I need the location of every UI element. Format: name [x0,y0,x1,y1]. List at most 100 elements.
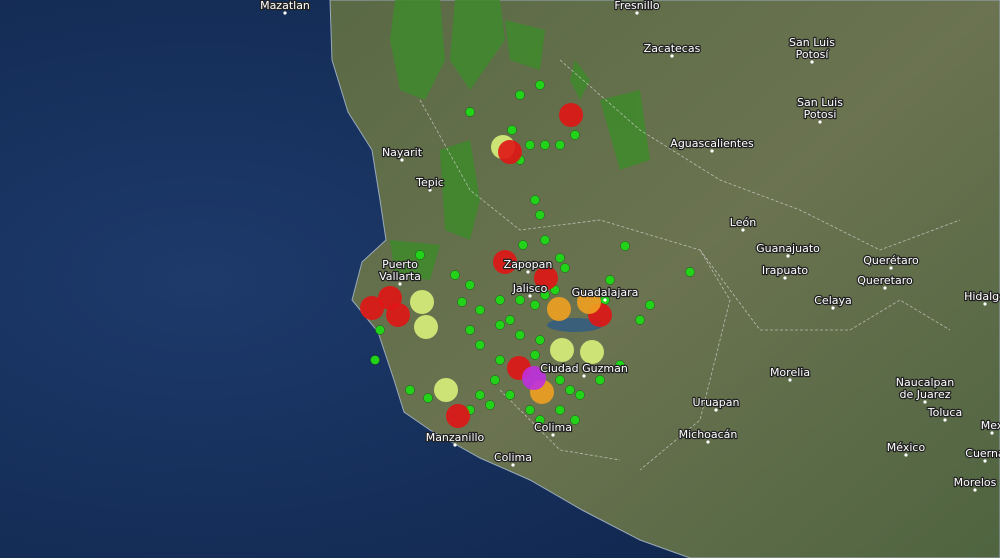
place-label: León [730,216,756,229]
marker-dot [555,405,565,415]
marker-dot [540,235,550,245]
protected-areas [390,0,650,280]
place-label: Colima [494,451,532,464]
place-label: Zapopan [504,258,553,271]
place-label: Zacatecas [644,42,701,55]
place-label: de Juarez [899,388,950,401]
city-dot [511,463,515,467]
marker-dot [465,280,475,290]
place-label: Irapuato [762,264,809,277]
marker-dot [620,241,630,251]
marker-dot [535,335,545,345]
city-dot [400,158,404,162]
marker-dot [465,325,475,335]
place-label: Tepic [415,176,444,189]
marker-circle [498,140,522,164]
marker-dot [535,210,545,220]
city-dot [973,488,977,492]
marker-circle [414,315,438,339]
place-label: Naucalpan [896,376,955,389]
city-dot [783,276,787,280]
marker-dot [615,360,625,370]
borders [419,59,961,471]
marker-dot [375,325,385,335]
marker-dot [525,405,535,415]
place-label: Cuerna [965,447,1000,460]
marker-dot [595,375,605,385]
marker-dot [540,140,550,150]
place-label: San Luis [797,96,843,109]
city-dot [428,188,432,192]
place-label: Queretaro [857,274,913,287]
place-label: Ciudad Guzman [540,362,628,375]
city-dot [635,11,639,15]
marker-dot [495,295,505,305]
marker-dot [415,250,425,260]
place-label: Querétaro [863,254,919,267]
city-dot [904,453,908,457]
city-dot [889,266,893,270]
place-label: Puerto [382,258,418,271]
marker-dot [565,385,575,395]
place-label: México [887,441,926,454]
marker-dot [515,90,525,100]
city-dot [810,60,814,64]
marker-dot [530,350,540,360]
city-dot [883,286,887,290]
marker-dot [530,300,540,310]
marker-dot [475,305,485,315]
marker-circle [522,366,546,390]
marker-circle [446,404,470,428]
marker-dot [518,240,528,250]
marker-dot [505,315,515,325]
marker-circle [577,290,601,314]
marker-circle [550,338,574,362]
city-dot [788,378,792,382]
place-label: Hidalgo [964,290,1000,303]
city-dot [943,418,947,422]
place-label: Mazatlan [260,0,310,12]
marker-dot [635,315,645,325]
marker-circle [547,297,571,321]
place-label: Mex [981,419,1000,432]
city-dot [983,302,987,306]
city-dot [706,440,710,444]
place-label: Colima [534,421,572,434]
marker-dot [645,300,655,310]
place-label: San Luis [789,36,835,49]
city-dot [582,374,586,378]
marker-dot [370,355,380,365]
city-dot [398,282,402,286]
place-label: Nayarit [382,146,423,159]
markers [360,80,695,428]
place-label: Jalisco [512,282,548,295]
city-dot [453,443,457,447]
city-dot [990,431,994,435]
marker-dot [405,385,415,395]
place-label: Vallarta [379,270,421,283]
marker-dot [450,270,460,280]
marker-dot [465,107,475,117]
place-label: Toluca [927,406,962,419]
city-dot [526,270,530,274]
marker-dot [475,390,485,400]
marker-circle [559,103,583,127]
city-dot [786,254,790,258]
marker-dot [495,355,505,365]
city-dot [710,149,714,153]
place-label: Celaya [814,294,852,307]
marker-circle [493,250,517,274]
city-dot [283,11,287,15]
marker-dot [555,253,565,263]
marker-circle [410,290,434,314]
marker-dot [495,320,505,330]
city-dot [923,400,927,404]
marker-dot [507,125,517,135]
marker-dot [525,140,535,150]
place-label: Uruapan [693,396,740,409]
marker-dot [570,130,580,140]
marker-dot [457,297,467,307]
marker-dot [475,340,485,350]
